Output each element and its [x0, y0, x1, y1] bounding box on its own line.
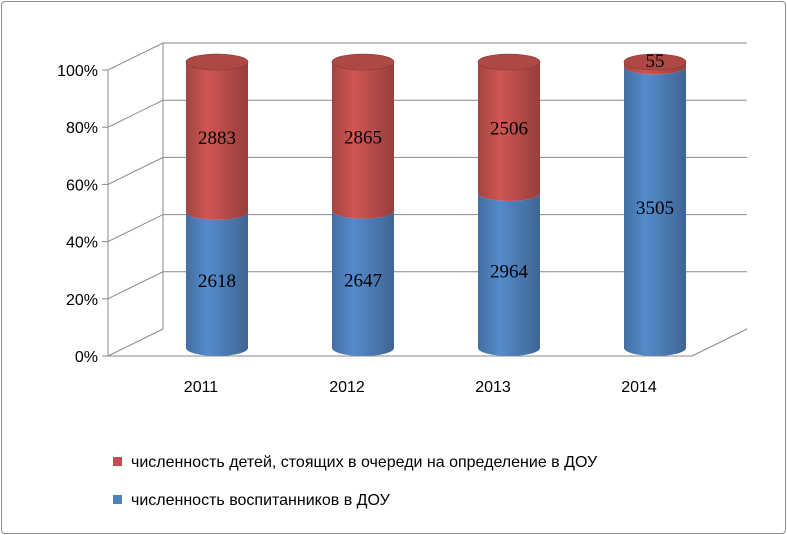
y-tick-label: 40%: [66, 235, 98, 252]
bar-top-cap: [185, 53, 249, 71]
bar-top-cap: [623, 53, 687, 71]
y-tick-label: 20%: [66, 292, 98, 309]
data-label: 2964: [490, 262, 529, 283]
bar-group: 2618 2883: [185, 53, 249, 356]
bar-group: 2964 2506: [477, 53, 541, 356]
data-label: 2883: [198, 128, 236, 149]
legend-item: численность воспитанников в ДОУ: [113, 492, 391, 509]
gridline: [107, 156, 747, 185]
floor-left-edge: [107, 328, 164, 357]
x-tick-label: 2014: [621, 379, 657, 396]
y-tick-label: 0%: [75, 349, 98, 366]
legend: численность детей, стоящих в очереди на …: [113, 454, 598, 509]
x-axis-ticks: 2011 2012 2013 2014: [184, 379, 657, 396]
bar-segment: [186, 62, 248, 220]
bar-segment: [478, 193, 540, 356]
bar-group: 3505 55: [623, 51, 687, 356]
data-label: 2865: [344, 127, 382, 148]
floor-right-edge: [691, 328, 748, 357]
bar-segment: [478, 62, 540, 202]
gridline: [107, 42, 747, 71]
gridline: [107, 214, 747, 243]
data-label: 2647: [344, 270, 382, 291]
legend-swatch: [113, 495, 122, 504]
legend-swatch: [113, 457, 122, 466]
bar-segment: [332, 62, 394, 219]
bar-top-cap: [477, 53, 541, 71]
data-label: 2506: [490, 119, 528, 140]
data-label: 55: [646, 51, 665, 72]
bars: 2618 2883 2647 2865 2964 2506 3505 55: [185, 51, 687, 356]
legend-label: численность воспитанников в ДОУ: [131, 492, 391, 509]
gridline: [107, 99, 747, 128]
bar-segment: [624, 66, 686, 356]
y-tick-label: 60%: [66, 177, 98, 194]
y-tick-label: 80%: [66, 120, 98, 137]
x-tick-label: 2011: [184, 379, 219, 396]
legend-label: численность детей, стоящих в очереди на …: [131, 454, 598, 471]
gridlines: [107, 42, 747, 300]
legend-item: численность детей, стоящих в очереди на …: [113, 454, 598, 471]
data-label: 2618: [198, 271, 236, 292]
bar-group: 2647 2865: [331, 53, 395, 356]
chart-walls: [107, 43, 748, 357]
y-tick-label: 100%: [57, 63, 98, 80]
data-label: 3505: [636, 198, 674, 219]
y-axis-ticks: 0% 20% 40% 60% 80% 100%: [57, 63, 108, 366]
x-tick-label: 2012: [329, 379, 365, 396]
bar-segment: [624, 62, 686, 75]
bar-top-cap: [331, 53, 395, 71]
gridline: [107, 271, 747, 300]
bar-segment: [186, 211, 248, 356]
x-tick-label: 2013: [475, 379, 511, 396]
bar-segment: [332, 210, 394, 356]
